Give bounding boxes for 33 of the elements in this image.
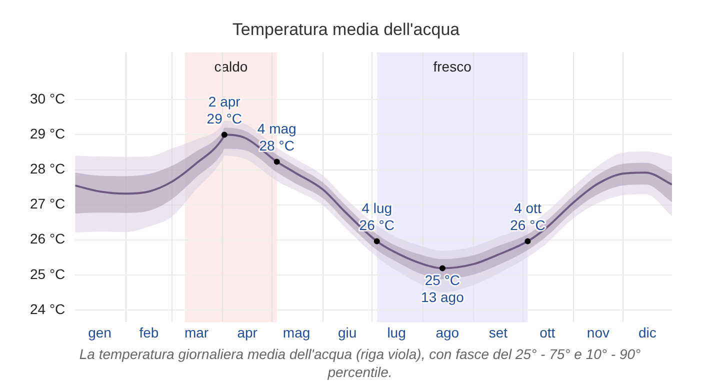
- y-tick-label: 27 °C: [30, 196, 66, 212]
- data-label: 4 mag 28 °C: [257, 120, 296, 154]
- point: [274, 158, 280, 165]
- y-tick-label: 28 °C: [30, 160, 66, 177]
- y-tick-label: 30 °C: [30, 90, 66, 107]
- band-label: caldo: [214, 58, 248, 74]
- y-tick-label: 24 °C: [30, 300, 66, 317]
- data-label: 2 apr 29 °C: [206, 94, 242, 127]
- band-label: fresco: [433, 58, 472, 74]
- x-tick-label: nov: [586, 324, 610, 340]
- data-label: 4 ott 26 °C: [510, 200, 546, 234]
- y-tick-label: 25 °C: [30, 266, 66, 282]
- text: La temperatura giornaliera media dell'acqua (riga viola), con fasce del 25° - 75° e 10° - 90° percentile.: [78, 345, 642, 381]
- x-tick-label: ott: [540, 324, 556, 340]
- x-tick-label: dic: [638, 324, 656, 340]
- y-tick-label: 26 °C: [30, 230, 66, 247]
- x-tick-label: set: [488, 324, 508, 340]
- x-tick-label: feb: [139, 324, 159, 340]
- chart-title: Temperatura media dell'acqua: [232, 20, 460, 39]
- point: [439, 265, 446, 272]
- point: [524, 238, 531, 244]
- point: [374, 238, 380, 244]
- point: [221, 132, 228, 138]
- x-tick-label: lug: [387, 324, 406, 340]
- x-tick-label: giu: [338, 324, 357, 340]
- x-tick-label: apr: [237, 324, 258, 340]
- x-tick-label: mag: [282, 324, 310, 340]
- y-tick-label: 29 °C: [30, 126, 66, 142]
- data-label: 4 lug 26 °C: [359, 200, 394, 234]
- data-label: 25 °C 13 ago: [421, 272, 464, 306]
- x-tick-label: gen: [88, 324, 112, 340]
- x-tick-label: ago: [436, 324, 460, 340]
- x-tick-label: mar: [184, 324, 209, 340]
